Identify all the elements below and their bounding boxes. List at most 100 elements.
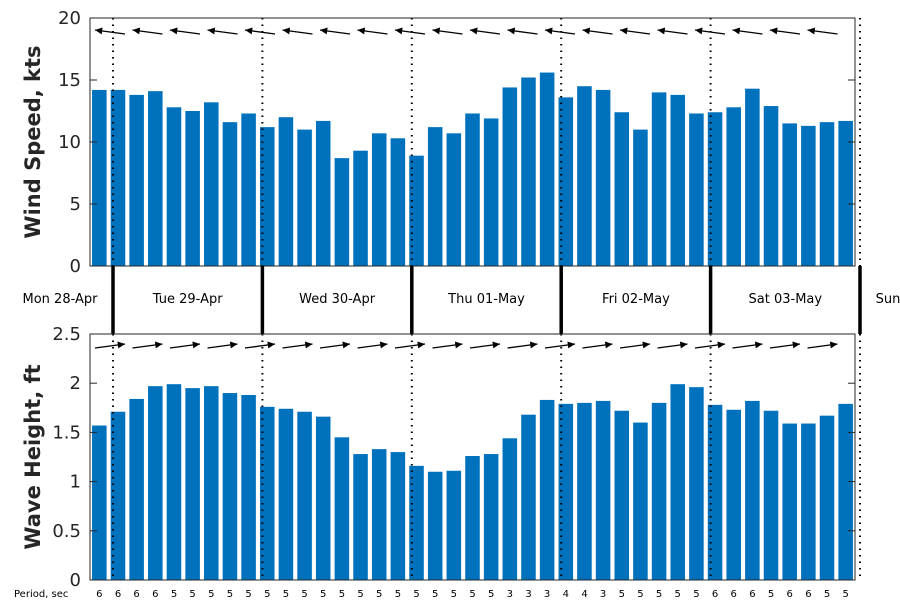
bar (241, 113, 256, 266)
y-tick-label: 1 (70, 472, 81, 493)
direction-arrow (319, 27, 351, 35)
bar (259, 127, 275, 267)
bar (819, 122, 835, 266)
direction-arrow (432, 341, 463, 349)
period-value: 5 (283, 589, 289, 600)
direction-arrow (469, 341, 501, 349)
period-value: 6 (96, 589, 102, 600)
period-value: 5 (656, 589, 662, 600)
direction-arrow (657, 341, 688, 349)
bar (371, 449, 387, 580)
bar (782, 423, 797, 580)
y-tick-label: 0.5 (52, 521, 81, 542)
bar (633, 422, 648, 580)
bar (297, 411, 312, 580)
direction-arrow (282, 341, 313, 349)
day-label-band: Mon 28-Apr Tue 29-Apr Wed 30-Apr Thu 01-May… (23, 266, 900, 334)
bar (595, 400, 611, 580)
bar (651, 402, 667, 580)
day-label: Sat 03-May (749, 292, 823, 307)
direction-arrow (732, 341, 763, 349)
direction-arrow (94, 341, 126, 349)
y-tick-label: 0 (70, 570, 81, 591)
direction-arrow (394, 27, 426, 35)
bar (204, 102, 219, 266)
day-label: Wed 30-Apr (299, 292, 376, 307)
day-label: Mon 28-Apr (23, 292, 99, 307)
period-value: 5 (768, 589, 774, 600)
bar (707, 404, 723, 580)
period-value: 6 (731, 589, 737, 600)
y-tick-label: 20 (58, 8, 81, 29)
bar (92, 425, 107, 580)
bar (446, 470, 462, 580)
day-label: Thu 01-May (447, 292, 525, 307)
bar (483, 118, 499, 266)
direction-arrow (694, 341, 726, 349)
y-tick-label: 15 (58, 70, 81, 91)
period-value: 5 (208, 589, 214, 600)
bar (353, 454, 368, 580)
bar (707, 112, 723, 267)
period-value: 5 (637, 589, 643, 600)
y-axis-label: Wave Height, ft (21, 364, 45, 549)
bar (427, 471, 443, 580)
bar (315, 120, 331, 266)
period-value: 3 (525, 589, 531, 600)
bar (409, 155, 424, 266)
bar (633, 129, 648, 266)
period-value: 5 (488, 589, 494, 600)
period-value: 5 (432, 589, 438, 600)
direction-arrow (319, 341, 351, 349)
bar (539, 399, 555, 580)
direction-arrow (807, 341, 838, 349)
direction-arrow (732, 27, 763, 35)
bar (315, 416, 331, 580)
direction-arrow (807, 27, 838, 35)
bar (297, 129, 312, 266)
period-value: 5 (245, 589, 251, 600)
period-value: 5 (320, 589, 326, 600)
period-value: 6 (749, 589, 755, 600)
period-value: 5 (413, 589, 419, 600)
bar (577, 86, 592, 266)
bar (185, 388, 200, 580)
bar (465, 113, 480, 266)
bar (745, 400, 760, 580)
period-value: 5 (376, 589, 382, 600)
direction-arrow (207, 341, 238, 349)
direction-arrow (394, 341, 426, 349)
bar (129, 94, 144, 266)
y-tick-label: 10 (58, 132, 81, 153)
bar (259, 406, 275, 580)
period-value: 5 (469, 589, 475, 600)
y-axis-label: Wind Speed, kts (21, 45, 45, 238)
bar (409, 465, 424, 580)
direction-arrow (507, 341, 538, 349)
bar (465, 456, 480, 580)
bar (521, 414, 536, 580)
bar (577, 402, 592, 580)
period-value: 3 (544, 589, 550, 600)
direction-arrow (619, 341, 651, 349)
bar (241, 395, 256, 580)
direction-arrow (282, 27, 313, 35)
bar (502, 87, 518, 266)
period-value: 5 (619, 589, 625, 600)
period-value: 6 (712, 589, 718, 600)
direction-arrow (544, 341, 576, 349)
period-value: 5 (264, 589, 270, 600)
period-value: 5 (824, 589, 830, 600)
bar (222, 122, 238, 266)
bar (558, 97, 574, 266)
bar (278, 117, 294, 266)
bar (148, 386, 163, 580)
bar (502, 438, 518, 580)
bar (129, 398, 144, 580)
direction-arrow (132, 27, 163, 35)
bar (371, 133, 387, 266)
bar (539, 72, 555, 266)
bar (278, 408, 294, 580)
bar (838, 120, 853, 266)
y-tick-label: 5 (70, 194, 81, 215)
